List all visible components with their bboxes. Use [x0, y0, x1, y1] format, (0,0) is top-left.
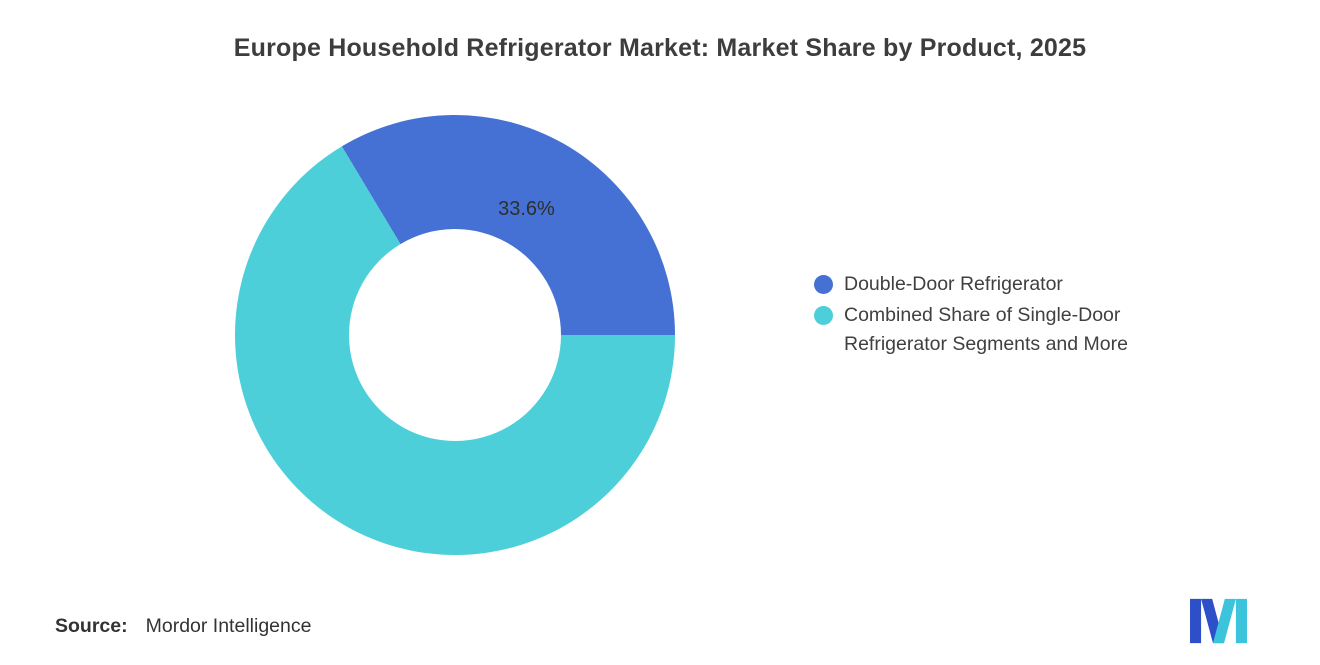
- legend-label-double-door: Double-Door Refrigerator: [844, 273, 1063, 295]
- donut-svg: 33.6%: [235, 114, 675, 556]
- legend-label-single-door: Combined Share of Single-Door Refrigerat…: [844, 304, 1128, 355]
- donut-slice-0[interactable]: [341, 114, 675, 335]
- donut-chart: 33.6%: [225, 105, 685, 565]
- donut-slice-1[interactable]: [235, 146, 675, 556]
- legend-marker-blue-icon: [814, 275, 833, 294]
- legend-marker-teal-icon: [814, 306, 833, 325]
- mordor-intelligence-logo-icon: [1190, 598, 1247, 644]
- slice-value-label: 33.6%: [498, 198, 555, 220]
- chart-legend: Double-Door Refrigerator Combined Share …: [814, 270, 1174, 359]
- source-label: Source:: [55, 615, 128, 637]
- chart-title: Europe Household Refrigerator Market: Ma…: [233, 34, 1087, 62]
- legend-item-double-door[interactable]: Double-Door Refrigerator: [814, 270, 1174, 299]
- source-attribution: Source: Mordor Intelligence: [55, 615, 311, 638]
- source-value: Mordor Intelligence: [145, 615, 312, 637]
- legend-item-single-door[interactable]: Combined Share of Single-Door Refrigerat…: [814, 301, 1174, 359]
